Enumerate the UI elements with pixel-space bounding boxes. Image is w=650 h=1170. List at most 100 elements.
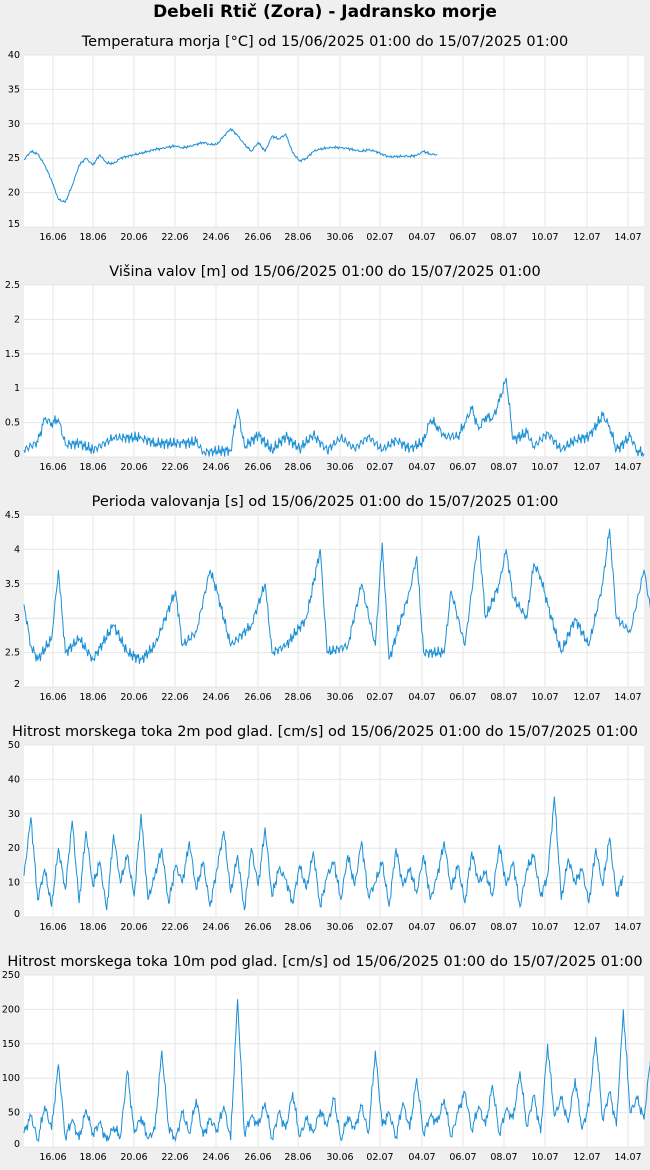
x-tick-label: 12.07: [573, 692, 600, 703]
x-tick-label: 04.07: [408, 462, 435, 473]
chart-title: Hitrost morskega toka 2m pod glad. [cm/s…: [12, 724, 638, 740]
x-tick-label: 18.06: [79, 692, 106, 703]
y-tick-label: 0.5: [5, 418, 20, 429]
y-tick-label: 0: [14, 449, 20, 460]
x-tick-label: 26.06: [244, 232, 271, 243]
plot-area: [24, 285, 644, 457]
x-tick-label: 30.06: [326, 692, 353, 703]
x-tick-label: 28.06: [284, 922, 311, 933]
chart-panel-4: Hitrost morskega toka 2m pod glad. [cm/s…: [8, 724, 644, 933]
x-tick-label: 02.07: [366, 462, 393, 473]
chart-title: Višina valov [m] od 15/06/2025 01:00 do …: [109, 264, 540, 280]
data-series-line: [23, 796, 624, 911]
plot-area: [24, 55, 644, 227]
y-tick-label: 100: [2, 1073, 20, 1084]
y-tick-label: 250: [2, 970, 20, 981]
y-tick-label: 2: [14, 679, 20, 690]
y-tick-label: 2.5: [5, 280, 20, 291]
data-series-line: [23, 127, 438, 203]
x-tick-label: 30.06: [326, 232, 353, 243]
x-tick-label: 20.06: [120, 232, 147, 243]
x-tick-label: 24.06: [202, 692, 229, 703]
x-tick-label: 06.07: [449, 462, 476, 473]
x-tick-label: 24.06: [202, 922, 229, 933]
y-tick-label: 2.5: [5, 648, 20, 659]
x-tick-label: 18.06: [79, 922, 106, 933]
x-tick-label: 02.07: [366, 692, 393, 703]
chart-panel-5: Hitrost morskega toka 10m pod glad. [cm/…: [2, 954, 650, 1163]
x-tick-label: 22.06: [161, 692, 188, 703]
chart-panel-1: Temperatura morja [°C] od 15/06/2025 01:…: [8, 34, 644, 243]
x-tick-label: 26.06: [244, 462, 271, 473]
x-tick-label: 28.06: [284, 232, 311, 243]
x-tick-label: 14.07: [614, 1152, 641, 1163]
x-tick-label: 14.07: [614, 922, 641, 933]
x-tick-label: 02.07: [366, 1152, 393, 1163]
chart-panel-2: Višina valov [m] od 15/06/2025 01:00 do …: [5, 264, 645, 473]
x-tick-label: 30.06: [326, 462, 353, 473]
chart-title: Perioda valovanja [s] od 15/06/2025 01:0…: [92, 494, 559, 510]
y-tick-label: 10: [8, 878, 20, 889]
x-tick-label: 20.06: [120, 692, 147, 703]
y-tick-label: 0: [14, 1139, 20, 1150]
data-series-line: [23, 528, 650, 664]
y-tick-label: 40: [8, 50, 20, 61]
x-tick-label: 18.06: [79, 462, 106, 473]
x-tick-label: 20.06: [120, 1152, 147, 1163]
x-tick-label: 26.06: [244, 692, 271, 703]
chart-panel-3: Perioda valovanja [s] od 15/06/2025 01:0…: [5, 494, 650, 703]
x-tick-label: 04.07: [408, 692, 435, 703]
x-tick-label: 28.06: [284, 1152, 311, 1163]
x-tick-label: 30.06: [326, 922, 353, 933]
x-tick-label: 10.07: [531, 1152, 558, 1163]
x-tick-label: 16.06: [39, 462, 66, 473]
x-tick-label: 02.07: [366, 232, 393, 243]
x-tick-label: 08.07: [490, 692, 517, 703]
x-tick-label: 16.06: [39, 922, 66, 933]
x-tick-label: 06.07: [449, 232, 476, 243]
x-tick-label: 24.06: [202, 462, 229, 473]
x-tick-label: 18.06: [79, 1152, 106, 1163]
x-tick-label: 02.07: [366, 922, 393, 933]
x-tick-label: 22.06: [161, 1152, 188, 1163]
x-tick-label: 12.07: [573, 922, 600, 933]
data-series-line: [23, 377, 645, 458]
chart-title: Temperatura morja [°C] od 15/06/2025 01:…: [81, 34, 568, 50]
plot-area: [24, 745, 644, 917]
x-tick-label: 22.06: [161, 922, 188, 933]
x-tick-label: 20.06: [120, 922, 147, 933]
x-tick-label: 20.06: [120, 462, 147, 473]
y-tick-label: 4: [14, 544, 20, 555]
y-tick-label: 2: [14, 314, 20, 325]
x-tick-label: 28.06: [284, 462, 311, 473]
page-title: Debeli Rtič (Zora) - Jadransko morje: [153, 2, 497, 22]
plot-area: [24, 515, 644, 687]
x-tick-label: 14.07: [614, 692, 641, 703]
x-tick-label: 28.06: [284, 692, 311, 703]
x-tick-label: 26.06: [244, 1152, 271, 1163]
x-tick-label: 14.07: [614, 232, 641, 243]
x-tick-label: 24.06: [202, 232, 229, 243]
x-tick-label: 06.07: [449, 1152, 476, 1163]
x-tick-label: 10.07: [531, 462, 558, 473]
x-tick-label: 14.07: [614, 462, 641, 473]
y-tick-label: 30: [8, 119, 20, 130]
y-tick-label: 25: [8, 153, 20, 164]
x-tick-label: 10.07: [531, 922, 558, 933]
x-tick-label: 16.06: [39, 232, 66, 243]
x-tick-label: 04.07: [408, 232, 435, 243]
x-tick-label: 24.06: [202, 1152, 229, 1163]
y-tick-label: 15: [8, 219, 20, 230]
x-tick-label: 08.07: [490, 462, 517, 473]
x-tick-label: 30.06: [326, 1152, 353, 1163]
x-tick-label: 12.07: [573, 1152, 600, 1163]
x-tick-label: 12.07: [573, 462, 600, 473]
y-tick-label: 0: [14, 909, 20, 920]
x-tick-label: 06.07: [449, 692, 476, 703]
x-tick-label: 10.07: [531, 232, 558, 243]
chart-title: Hitrost morskega toka 10m pod glad. [cm/…: [7, 954, 642, 970]
y-tick-label: 3: [14, 613, 20, 624]
x-tick-label: 08.07: [490, 232, 517, 243]
x-tick-label: 12.07: [573, 232, 600, 243]
